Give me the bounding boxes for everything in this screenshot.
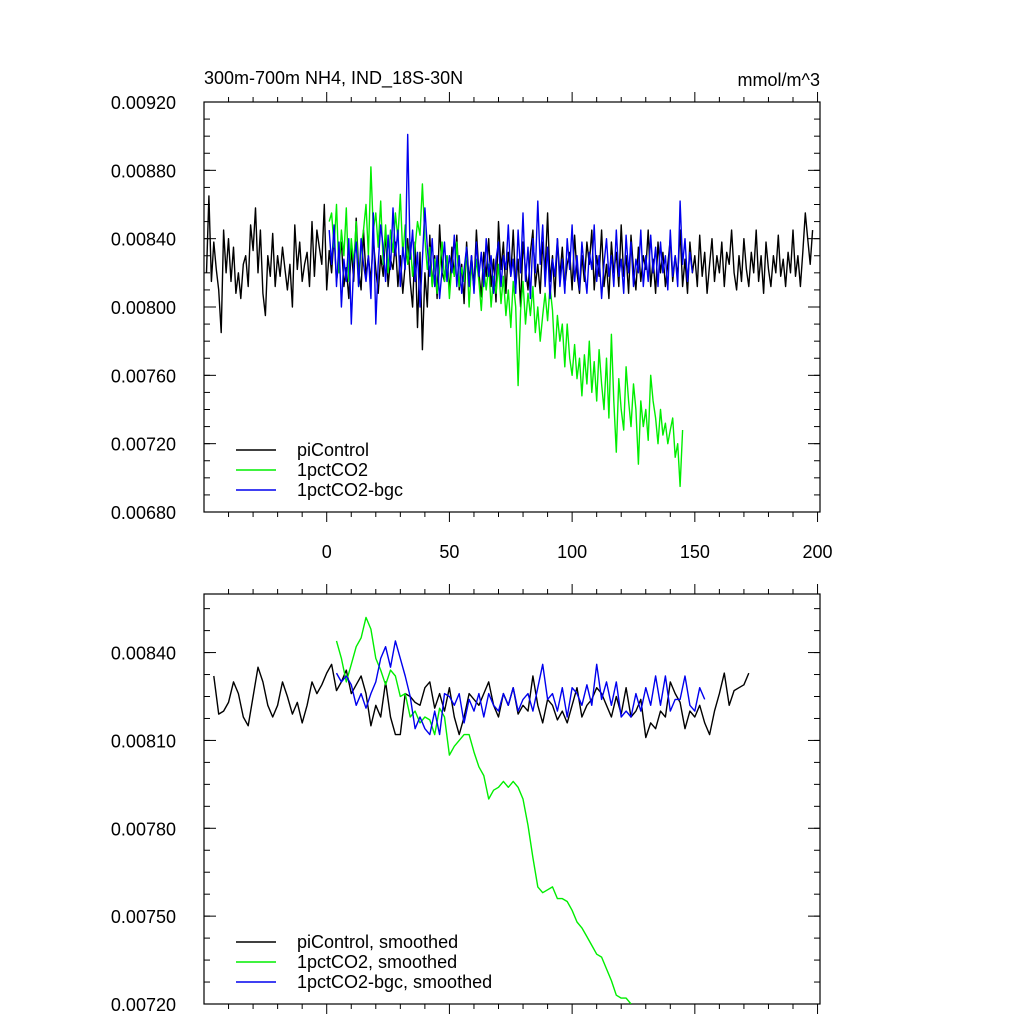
y-tick-label: 0.00920 (111, 93, 176, 113)
y-tick-label: 0.00840 (111, 230, 176, 250)
y-tick-label: 0.00680 (111, 503, 176, 523)
legend-label: piControl (297, 440, 369, 460)
x-tick-label: 0 (322, 542, 332, 562)
legend-label: 1pctCO2 (297, 460, 368, 480)
y-tick-label: 0.00880 (111, 161, 176, 181)
units-label: mmol/m^3 (738, 70, 820, 90)
y-tick-label: 0.00780 (111, 819, 176, 839)
series-line-1pctco2-bgc (328, 133, 694, 325)
series-line-1pctco2-smoothed (335, 616, 632, 1004)
y-tick-label: 0.00800 (111, 298, 176, 318)
y-tick-label: 0.00720 (111, 435, 176, 455)
series-line-picontrol (205, 195, 814, 351)
x-tick-label: 200 (803, 542, 833, 562)
series-line-picontrol-smoothed (213, 663, 750, 739)
y-tick-label: 0.00810 (111, 731, 176, 751)
chart-title: 300m-700m NH4, IND_18S-30N (204, 68, 463, 89)
bottom-panel: 0.00720 0.00750 0.00780 0.00810 0.00840 piCo… (111, 584, 821, 1015)
x-tick-label: 50 (439, 542, 459, 562)
legend-label: piControl, smoothed (297, 932, 458, 952)
legend-label: 1pctCO2-bgc (297, 480, 403, 500)
y-tick-label: 0.00750 (111, 907, 176, 927)
y-tick-label: 0.00840 (111, 644, 176, 664)
x-tick-label: 100 (557, 542, 587, 562)
series-line-1pctco2-bgc-smoothed (335, 640, 706, 736)
plot-frame (203, 593, 821, 1005)
y-tick-label: 0.00720 (111, 995, 176, 1015)
series-line-1pctco2 (328, 166, 684, 488)
x-tick-label: 150 (680, 542, 710, 562)
legend-label: 1pctCO2-bgc, smoothed (297, 972, 492, 992)
legend-label: 1pctCO2, smoothed (297, 952, 457, 972)
top-panel: 300m-700m NH4, IND_18S-30N mmol/m^3 0.00… (111, 68, 833, 562)
y-tick-label: 0.00760 (111, 366, 176, 386)
